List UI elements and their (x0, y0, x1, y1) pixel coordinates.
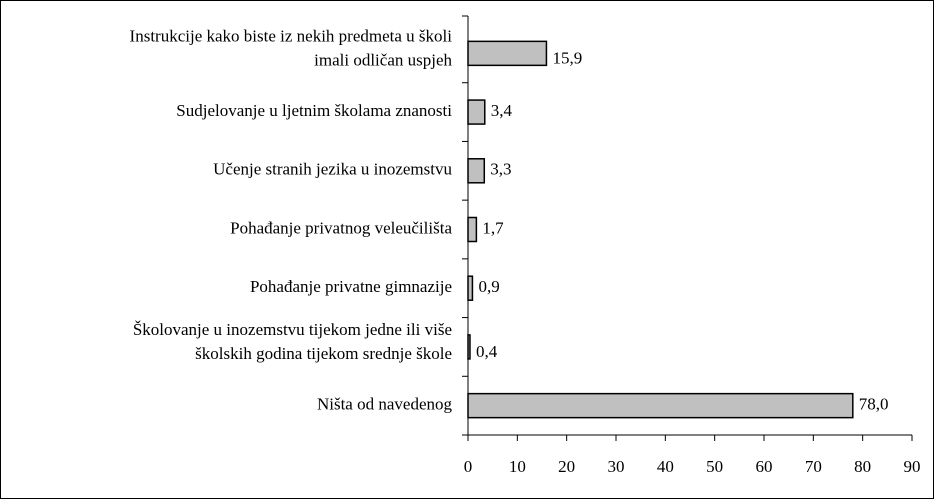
value-label: 0,4 (476, 342, 498, 361)
x-tick-label: 0 (464, 457, 473, 476)
y-tick-label: Instrukcije kako biste iz nekih predmeta… (130, 26, 453, 45)
value-label: 0,9 (478, 277, 499, 296)
y-tick-label: Učenje stranih jezika u inozemstvu (213, 160, 452, 179)
bar (467, 158, 486, 184)
x-tick-label: 80 (854, 457, 871, 476)
x-tick-label: 90 (904, 457, 921, 476)
bar (467, 392, 854, 419)
y-tick-label: Pohađanje privatnog veleučilišta (230, 218, 452, 237)
value-label: 1,7 (482, 218, 504, 237)
x-tick-label: 30 (608, 457, 625, 476)
value-label: 3,3 (490, 160, 511, 179)
x-tick-label: 60 (756, 457, 773, 476)
x-tick-label: 70 (805, 457, 822, 476)
y-tick-label: imali odličan uspjeh (314, 50, 452, 69)
y-tick-label: školskih godina tijekom srednje škole (195, 344, 452, 363)
y-tick-label: Pohađanje privatne gimnazije (250, 277, 452, 296)
y-tick-label: Sudjelovanje u ljetnim školama znanosti (176, 101, 452, 120)
y-tick-label: Ništa od navedenog (317, 395, 453, 414)
x-tick-label: 50 (706, 457, 723, 476)
bar (467, 275, 474, 301)
x-tick-label: 40 (657, 457, 674, 476)
bar (467, 40, 548, 67)
x-tick-label: 20 (558, 457, 575, 476)
y-tick-label: Školovanje u inozemstvu tijekom jedne il… (133, 320, 452, 339)
bar (467, 99, 486, 125)
value-label: 78,0 (859, 395, 889, 414)
bar (467, 216, 478, 243)
x-tick-label: 10 (509, 457, 526, 476)
bar (467, 334, 471, 360)
value-label: 3,4 (491, 101, 513, 120)
value-label: 15,9 (552, 48, 582, 67)
